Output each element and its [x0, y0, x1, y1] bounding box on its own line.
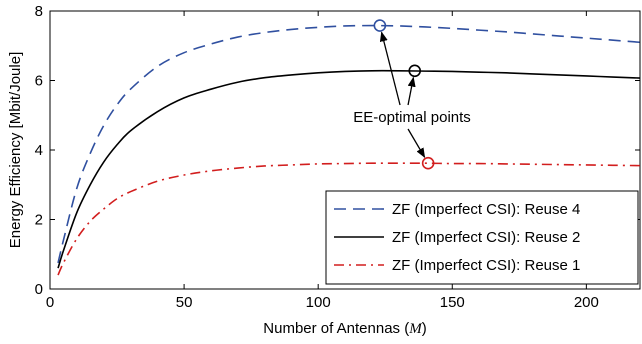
optimal-point-marker-3 [421, 156, 435, 170]
legend-label-2: ZF (Imperfect CSI): Reuse 2 [392, 229, 580, 246]
legend-label-3: ZF (Imperfect CSI): Reuse 1 [392, 257, 580, 274]
y-tick-label: 2 [35, 212, 43, 229]
x-tick-label: 200 [574, 294, 599, 311]
x-axis-label-text: Number of Antennas ( [263, 320, 409, 337]
annotation-arrow-3 [407, 128, 426, 159]
optimal-markers [373, 19, 435, 170]
y-tick-label: 6 [35, 73, 43, 90]
annotation-arrow-2 [407, 76, 416, 106]
x-axis-label-close: ) [422, 320, 427, 337]
annotation-text: EE-optimal points [353, 109, 471, 126]
y-tick-label: 8 [35, 3, 43, 20]
annotation-arrow-1 [379, 31, 401, 106]
series-line-2 [57, 69, 640, 269]
legend: ZF (Imperfect CSI): Reuse 4 ZF (Imperfect… [325, 190, 639, 285]
x-tick-label: 150 [440, 294, 465, 311]
annotation: EE-optimal points [353, 31, 471, 159]
optimal-point-marker-1 [373, 19, 387, 32]
x-tick-label: 0 [46, 294, 54, 311]
x-axis-label-var: M [408, 321, 423, 337]
y-tick-label: 4 [35, 142, 43, 159]
series-lines [57, 24, 640, 276]
axes: 0 50 100 150 200 0 2 4 6 8 Number of Antennas (M) E… [7, 3, 641, 337]
x-tick-label: 100 [306, 294, 331, 311]
legend-label-1: ZF (Imperfect CSI): Reuse 4 [392, 201, 580, 218]
y-tick-label: 0 [35, 281, 43, 298]
x-tick-label: 50 [176, 294, 193, 311]
y-axis-label: Energy Efficiency [Mbit/Joule] [7, 52, 24, 248]
optimal-point-marker-2 [408, 64, 422, 78]
series-line-3 [57, 162, 640, 276]
x-axis-label: Number of Antennas (M) [263, 320, 426, 337]
